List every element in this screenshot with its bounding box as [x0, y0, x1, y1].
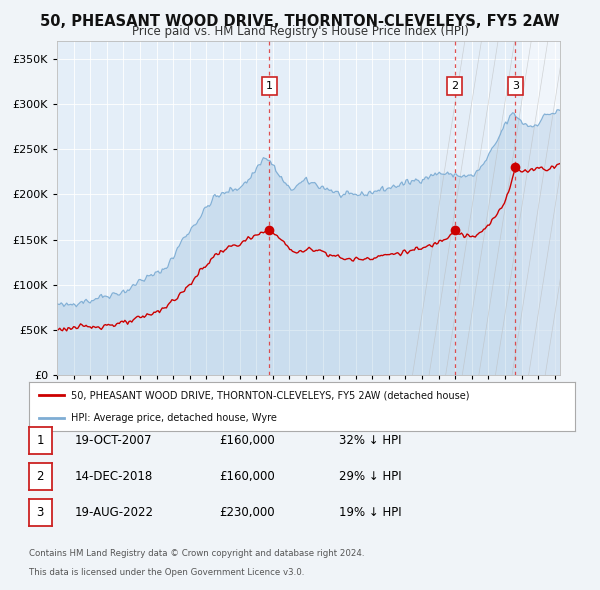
Text: £230,000: £230,000	[219, 506, 275, 519]
Text: This data is licensed under the Open Government Licence v3.0.: This data is licensed under the Open Gov…	[29, 568, 304, 577]
Bar	[521, 41, 560, 375]
Text: 50, PHEASANT WOOD DRIVE, THORNTON-CLEVELEYS, FY5 2AW (detached house): 50, PHEASANT WOOD DRIVE, THORNTON-CLEVEL…	[71, 391, 470, 401]
Text: 3: 3	[512, 81, 519, 91]
Bar	[521, 41, 560, 375]
Text: 19-OCT-2007: 19-OCT-2007	[75, 434, 152, 447]
Text: Price paid vs. HM Land Registry's House Price Index (HPI): Price paid vs. HM Land Registry's House …	[131, 25, 469, 38]
Text: 2: 2	[37, 470, 44, 483]
Text: Contains HM Land Registry data © Crown copyright and database right 2024.: Contains HM Land Registry data © Crown c…	[29, 549, 364, 558]
Text: 14-DEC-2018: 14-DEC-2018	[75, 470, 153, 483]
Text: 50, PHEASANT WOOD DRIVE, THORNTON-CLEVELEYS, FY5 2AW: 50, PHEASANT WOOD DRIVE, THORNTON-CLEVEL…	[40, 14, 560, 28]
Text: 1: 1	[266, 81, 273, 91]
Text: 3: 3	[37, 506, 44, 519]
Text: 2: 2	[451, 81, 458, 91]
Text: 1: 1	[37, 434, 44, 447]
Text: 32% ↓ HPI: 32% ↓ HPI	[339, 434, 401, 447]
Text: 29% ↓ HPI: 29% ↓ HPI	[339, 470, 401, 483]
Text: £160,000: £160,000	[219, 470, 275, 483]
Text: HPI: Average price, detached house, Wyre: HPI: Average price, detached house, Wyre	[71, 412, 277, 422]
Text: £160,000: £160,000	[219, 434, 275, 447]
Text: 19-AUG-2022: 19-AUG-2022	[75, 506, 154, 519]
Text: 19% ↓ HPI: 19% ↓ HPI	[339, 506, 401, 519]
